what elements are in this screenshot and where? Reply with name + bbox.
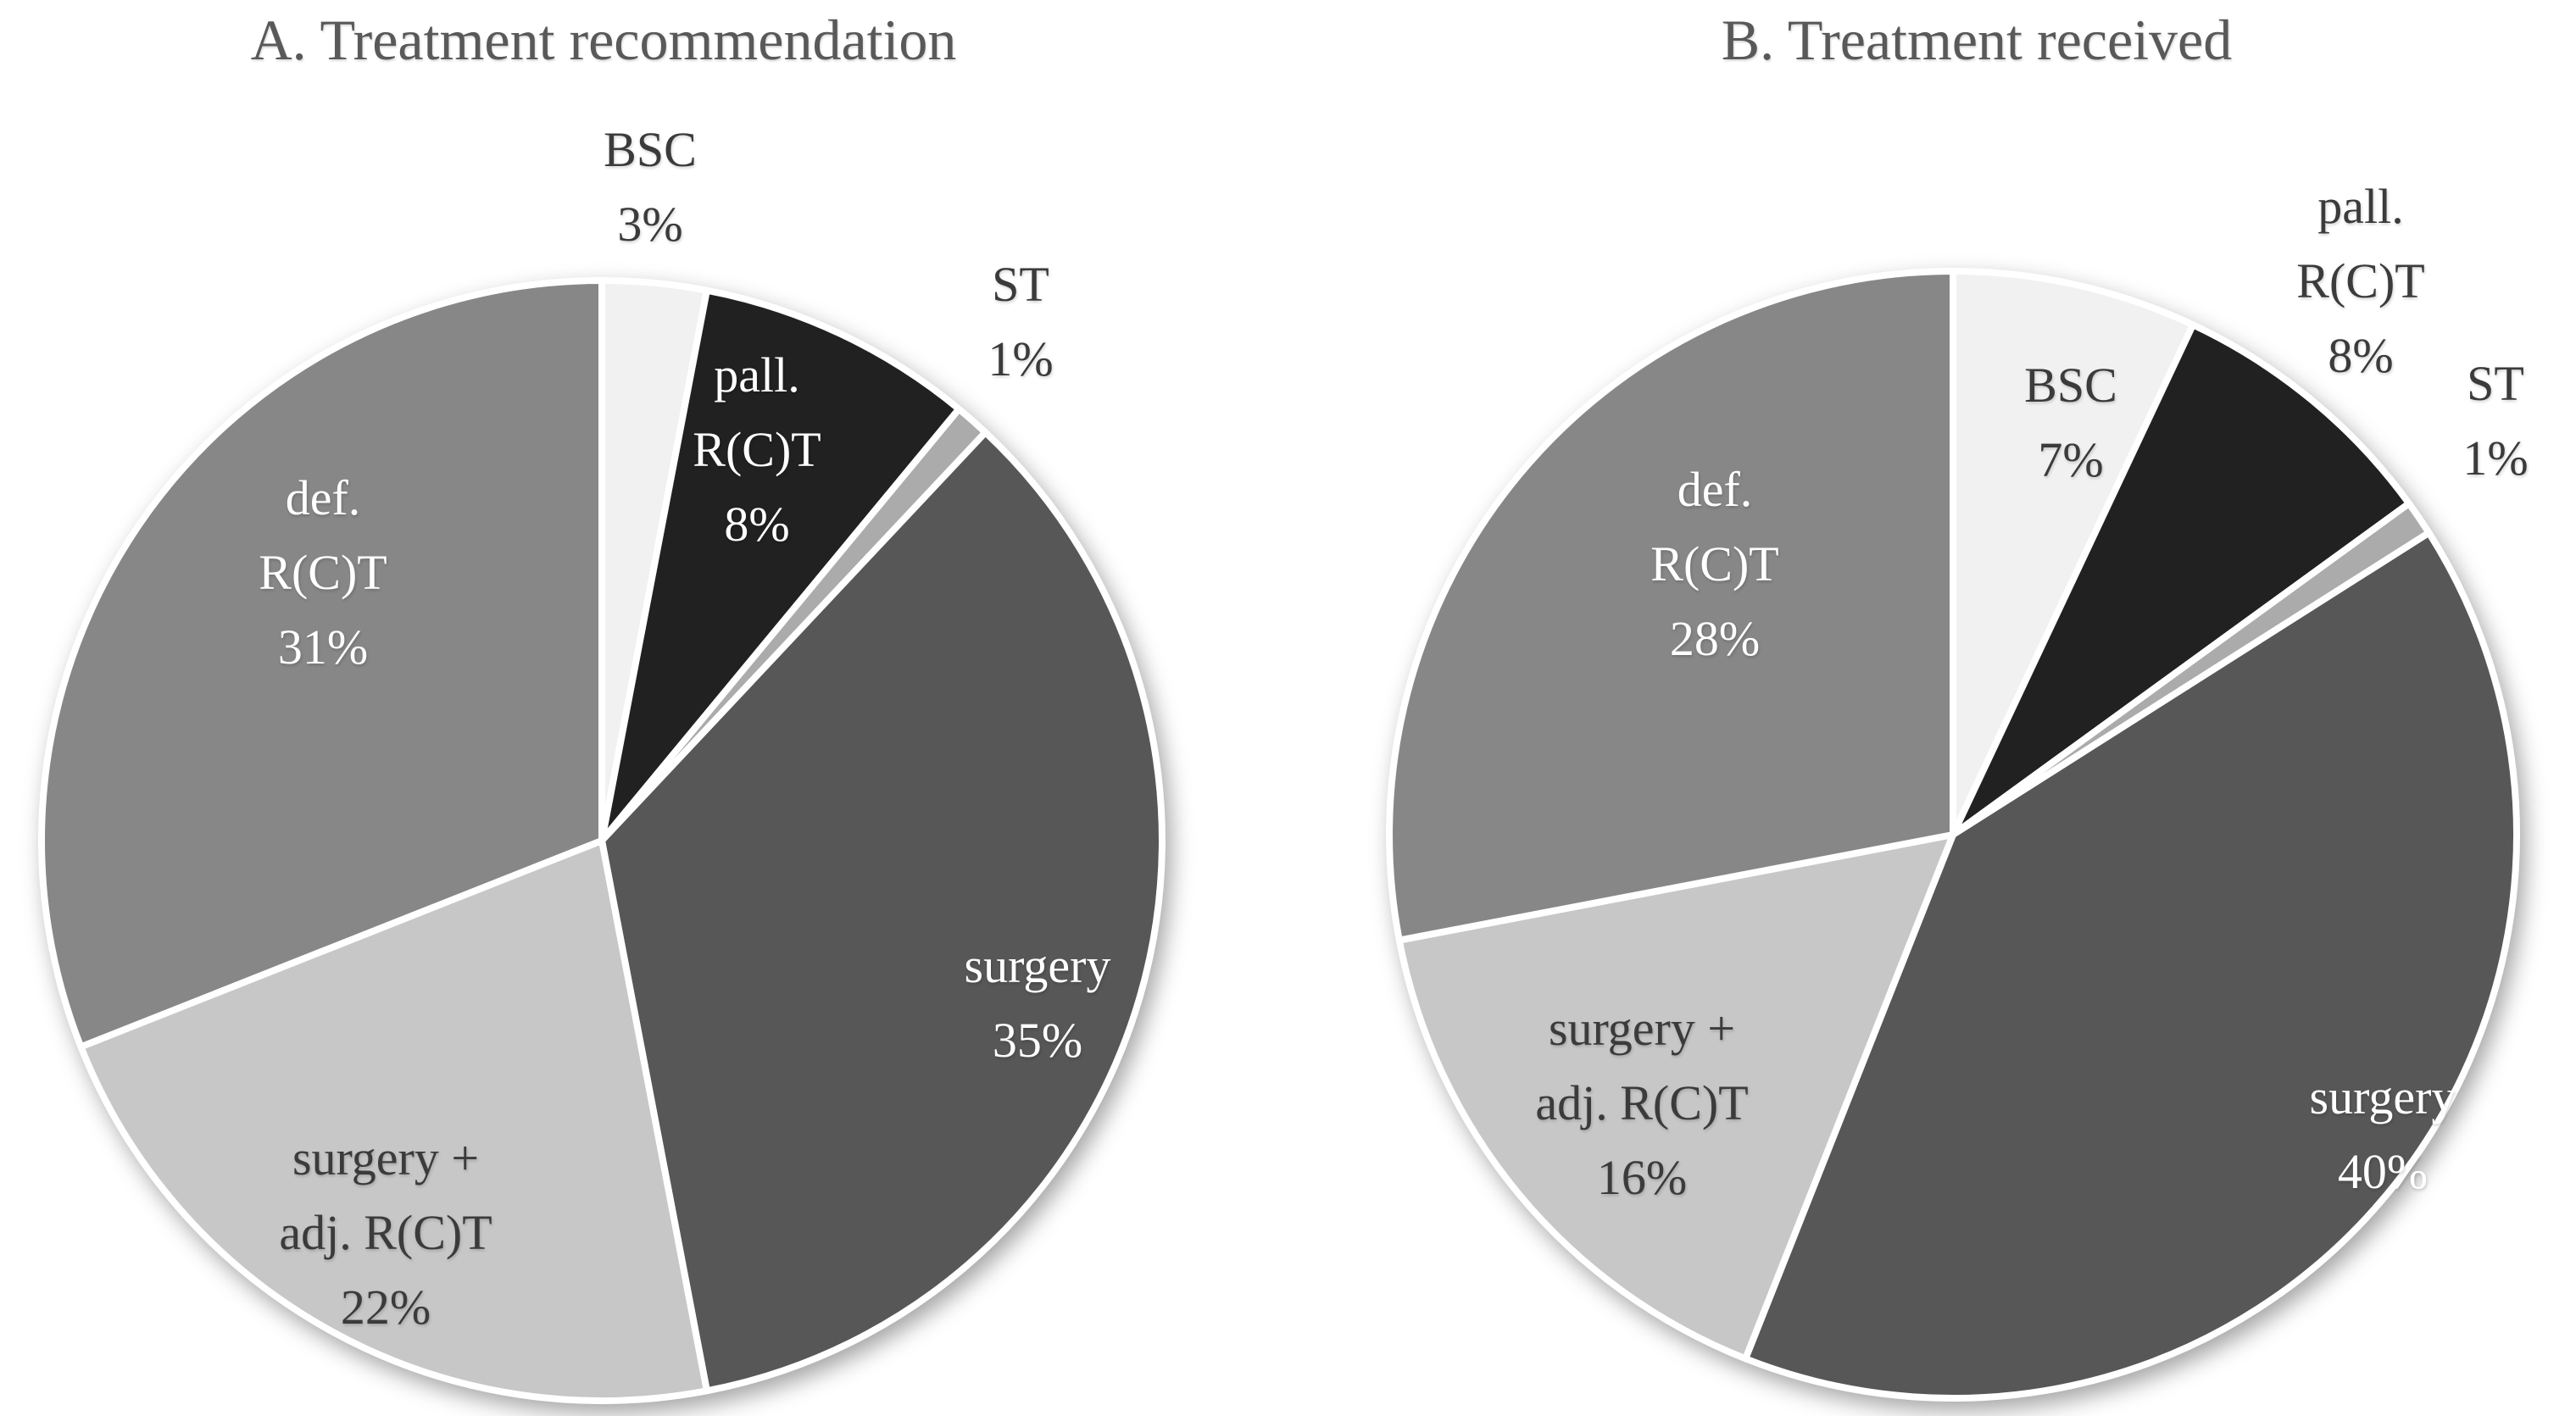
pie-b-slice-surgery bbox=[1742, 529, 2520, 1402]
pie-b bbox=[1386, 268, 2520, 1402]
pie-a bbox=[38, 276, 1166, 1405]
pie-b-slice-surgery-adj-r-c-t bbox=[1395, 831, 1956, 1363]
chart-b-title: B. Treatment received bbox=[1721, 8, 2233, 72]
pie-a-slice-surgery-adj-r-c-t bbox=[77, 837, 710, 1405]
pie-b-slice-pall-r-c-t bbox=[1950, 321, 2412, 838]
chart-a-title: A. Treatment recommendation bbox=[250, 8, 957, 72]
pie-b-slice-bsc bbox=[1950, 268, 2197, 838]
pie-a-slice-surgery bbox=[598, 429, 1166, 1395]
pie-a-slice-pall-r-c-t bbox=[598, 286, 963, 844]
pie-a-slice-def-r-c-t bbox=[38, 277, 605, 1051]
pie-b-slice-def-r-c-t bbox=[1386, 268, 1956, 944]
